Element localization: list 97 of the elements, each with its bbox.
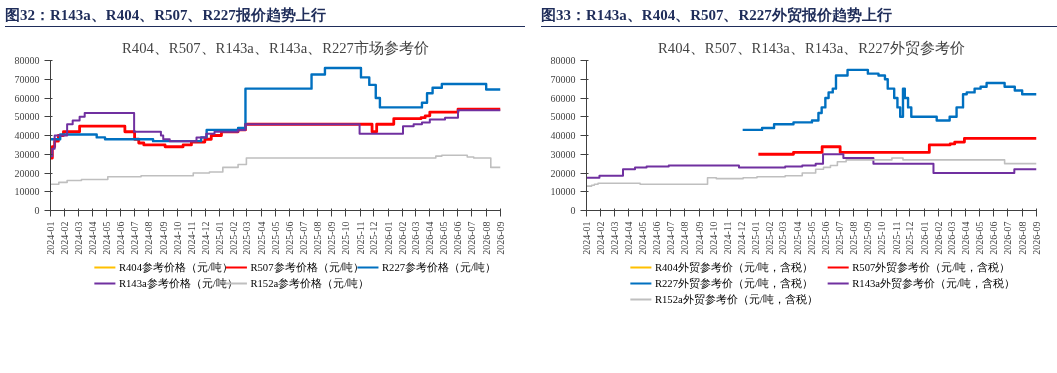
y-tick-label: 0 (570, 205, 576, 216)
legend-label: R404外贸参考价（元/吨，含税） (654, 261, 813, 273)
x-tick-label: 2026-09 (1031, 221, 1042, 255)
x-tick-label: 2026-05 (438, 221, 450, 255)
x-tick-label: 2025-07 (297, 221, 309, 255)
y-tick-label: 30000 (550, 148, 576, 160)
x-tick-label: 2024-03 (608, 221, 620, 255)
x-tick-label: 2024-03 (72, 221, 84, 255)
x-tick-label: 2026-04 (960, 221, 972, 255)
x-tick-label: 2025-05 (269, 221, 281, 255)
x-tick-label: 2025-09 (862, 221, 874, 255)
x-tick-label: 2026-08 (1016, 221, 1028, 255)
x-tick-label: 2024-06 (115, 221, 127, 255)
y-tick-label: 70000 (14, 73, 40, 85)
x-tick-label: 2024-08 (679, 221, 691, 255)
x-tick-label: 2026-02 (933, 221, 945, 255)
legend-label: R143a外贸参考价（元/吨，含税） (852, 277, 1015, 289)
y-tick-label: 40000 (14, 130, 40, 141)
x-tick-label: 2025-12 (368, 221, 380, 255)
y-tick-label: 40000 (550, 130, 576, 141)
x-tick-label: 2026-07 (1002, 221, 1014, 255)
x-tick-label: 2026-04 (424, 221, 436, 255)
x-tick-label: 2025-09 (326, 221, 338, 255)
x-tick-label: 2024-04 (87, 221, 99, 255)
x-tick-label: 2025-08 (848, 221, 860, 255)
x-tick-label: 2025-04 (255, 221, 267, 255)
y-tick-label: 80000 (550, 55, 576, 66)
x-tick-label: 2025-11 (890, 221, 902, 255)
x-tick-label: 2026-07 (466, 221, 478, 255)
x-tick-label: 2025-06 (283, 221, 295, 255)
x-tick-label: 2024-02 (595, 221, 607, 255)
x-tick-label: 2024-10 (171, 221, 183, 255)
x-tick-label: 2025-10 (876, 221, 888, 255)
x-tick-label: 2025-11 (354, 221, 366, 255)
x-tick-label: 2025-02 (228, 221, 240, 255)
y-tick-label: 50000 (14, 111, 40, 123)
x-tick-label: 2025-07 (833, 221, 845, 255)
y-tick-label: 60000 (14, 92, 40, 104)
x-tick-label: 2025-12 (904, 221, 916, 255)
y-tick-label: 10000 (550, 186, 576, 198)
x-tick-label: 2024-11 (721, 221, 733, 255)
y-tick-label: 20000 (550, 167, 576, 179)
legend-label: R227外贸参考价（元/吨，含税） (654, 277, 813, 289)
x-tick-label: 2024-07 (129, 221, 141, 255)
x-tick-label: 2024-11 (185, 221, 197, 255)
x-tick-label: 2026-03 (409, 221, 421, 255)
y-tick-label: 50000 (550, 111, 576, 123)
x-tick-label: 2025-01 (750, 221, 762, 255)
chart-title: 图33：R143a、R404、R507、R227外贸报价趋势上行 (541, 6, 892, 25)
x-tick-label: 2025-03 (777, 221, 789, 255)
x-tick-label: 2024-08 (143, 221, 155, 255)
x-tick-label: 2025-05 (805, 221, 817, 255)
x-tick-label: 2025-04 (791, 221, 803, 255)
y-tick-label: 60000 (550, 92, 576, 104)
x-tick-label: 2024-12 (199, 221, 211, 255)
x-tick-label: 2024-01 (45, 221, 56, 255)
y-tick-label: 10000 (14, 186, 40, 198)
y-tick-label: 0 (34, 205, 40, 216)
y-tick-label: 20000 (14, 167, 40, 179)
x-tick-label: 2026-06 (988, 221, 1000, 255)
x-tick-label: 2026-09 (495, 221, 506, 255)
x-tick-label: 2025-08 (312, 221, 324, 255)
x-tick-label: 2026-01 (382, 221, 394, 255)
x-tick-label: 2024-12 (735, 221, 747, 255)
chart-title: 图32：R143a、R404、R507、R227报价趋势上行 (5, 6, 326, 25)
x-tick-label: 2024-09 (693, 221, 705, 255)
x-tick-label: 2026-03 (945, 221, 957, 255)
legend-label: R152a参考价格（元/吨） (250, 277, 370, 289)
legend-label: R507参考价格（元/吨） (250, 261, 365, 273)
legend-label: R227参考价格（元/吨） (381, 261, 497, 273)
x-tick-label: 2024-10 (707, 221, 719, 255)
x-tick-label: 2024-05 (100, 221, 112, 255)
y-tick-label: 70000 (550, 73, 576, 85)
legend-label: R152a外贸参考价（元/吨，含税） (654, 293, 818, 305)
legend-label: R404参考价格（元/吨） (118, 261, 233, 273)
x-tick-label: 2025-01 (214, 221, 226, 255)
x-tick-label: 2024-07 (665, 221, 677, 255)
x-tick-label: 2025-10 (340, 221, 352, 255)
x-tick-label: 2024-02 (59, 221, 71, 255)
y-tick-label: 30000 (14, 148, 40, 160)
x-tick-label: 2024-05 (636, 221, 648, 255)
x-tick-label: 2026-01 (918, 221, 930, 255)
x-tick-label: 2025-06 (819, 221, 831, 255)
x-tick-label: 2025-02 (764, 221, 776, 255)
x-tick-label: 2024-01 (581, 221, 592, 255)
chart-subtitle: R404、R507、R143a、R143a、R227市场参考价 (122, 39, 429, 56)
x-tick-label: 2026-08 (480, 221, 492, 255)
chart-subtitle: R404、R507、R143a、R143a、R227外贸参考价 (658, 39, 965, 56)
x-tick-label: 2024-09 (157, 221, 169, 255)
legend-label: R507外贸参考价（元/吨，含税） (852, 261, 1011, 273)
x-tick-label: 2026-05 (974, 221, 986, 255)
x-tick-label: 2025-03 (241, 221, 253, 255)
x-tick-label: 2024-04 (623, 221, 635, 255)
y-tick-label: 80000 (14, 55, 40, 66)
x-tick-label: 2026-02 (397, 221, 409, 255)
x-tick-label: 2024-06 (651, 221, 663, 255)
x-tick-label: 2026-06 (452, 221, 464, 255)
